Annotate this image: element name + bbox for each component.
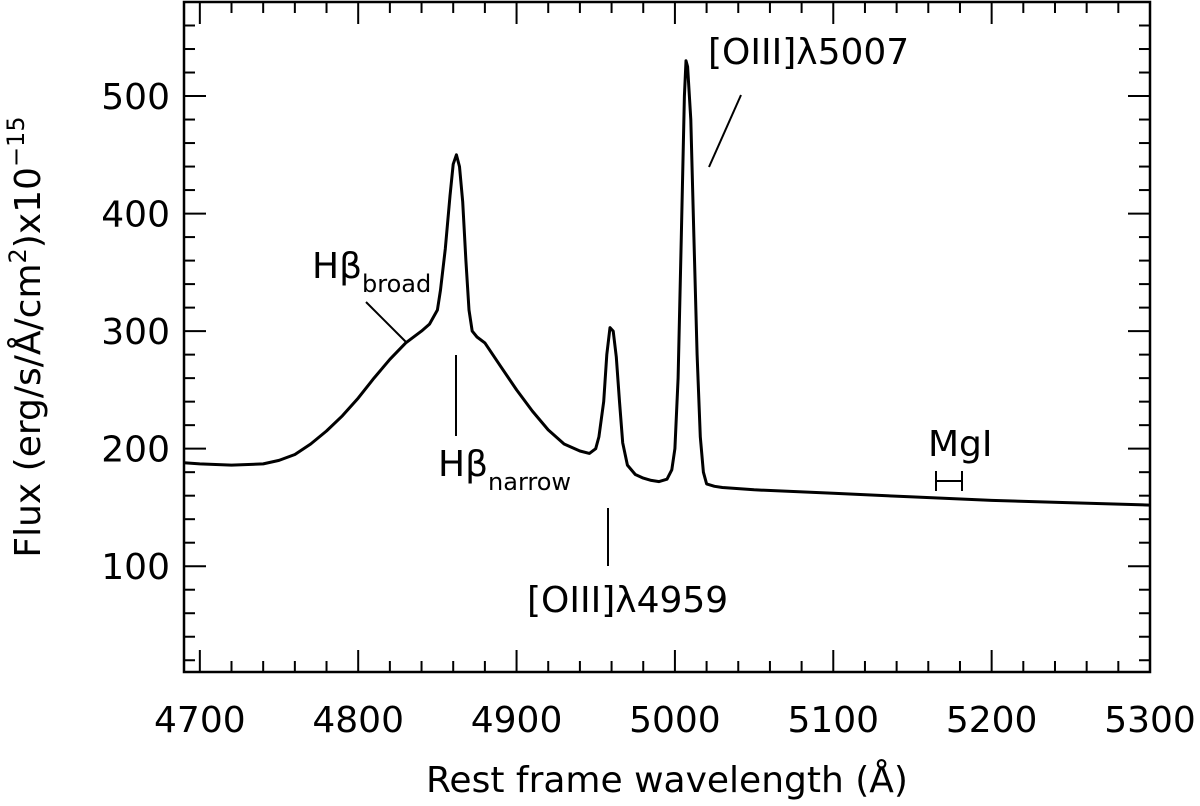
y-tick-label: 100 bbox=[101, 547, 170, 588]
plot-frame bbox=[182, 0, 1152, 674]
y-axis-title: Flux (erg/s/Å/cm2)x10−15 bbox=[2, 116, 49, 557]
x-axis-title: Rest frame wavelength (Å) bbox=[426, 758, 908, 801]
hbeta-broad-main: Hβ bbox=[312, 246, 362, 287]
y-axis-title-sup1: 2 bbox=[4, 248, 32, 263]
hbeta-narrow-sub: narrow bbox=[488, 468, 571, 496]
tick-labels: 4700 4800 4900 5000 5100 5200 5300 100 200 300 400… bbox=[101, 77, 1196, 741]
axis-ticks bbox=[184, 1, 1151, 672]
mgi-label: MgI bbox=[928, 424, 993, 465]
x-tick-label: 4800 bbox=[312, 700, 404, 741]
x-tick-label: 4700 bbox=[154, 700, 246, 741]
y-axis-title-mid: )x10 bbox=[8, 167, 49, 248]
hbeta-broad-pointer bbox=[365, 301, 408, 344]
oiii4959-label: [OIII]λ4959 bbox=[527, 580, 728, 621]
spectrum-line bbox=[183, 59, 1151, 507]
x-tick-label: 4900 bbox=[471, 700, 563, 741]
oiii5007-label: [OIII]λ5007 bbox=[708, 32, 909, 73]
y-axis-title-main: Flux (erg/s/Å/cm bbox=[6, 263, 49, 557]
x-tick-label: 5200 bbox=[946, 700, 1038, 741]
mgi-range-marker bbox=[935, 471, 963, 491]
y-tick-label: 300 bbox=[101, 312, 170, 353]
y-tick-label: 400 bbox=[101, 195, 170, 236]
hbeta-broad-label: Hβbroad bbox=[312, 246, 431, 298]
oiii5007-pointer bbox=[708, 94, 742, 168]
annotations: [OIII]λ5007 Hβbroad Hβnarrow [OIII]λ4959… bbox=[312, 32, 993, 621]
y-tick-label: 200 bbox=[101, 430, 170, 471]
hbeta-narrow-label: Hβnarrow bbox=[438, 444, 571, 496]
x-tick-label: 5100 bbox=[787, 700, 879, 741]
x-tick-label: 5000 bbox=[629, 700, 721, 741]
hbeta-narrow-main: Hβ bbox=[438, 444, 488, 485]
y-axis-title-sup2: −15 bbox=[2, 116, 30, 167]
y-tick-label: 500 bbox=[101, 77, 170, 118]
x-tick-label: 5300 bbox=[1104, 700, 1196, 741]
hbeta-broad-sub: broad bbox=[362, 270, 431, 298]
